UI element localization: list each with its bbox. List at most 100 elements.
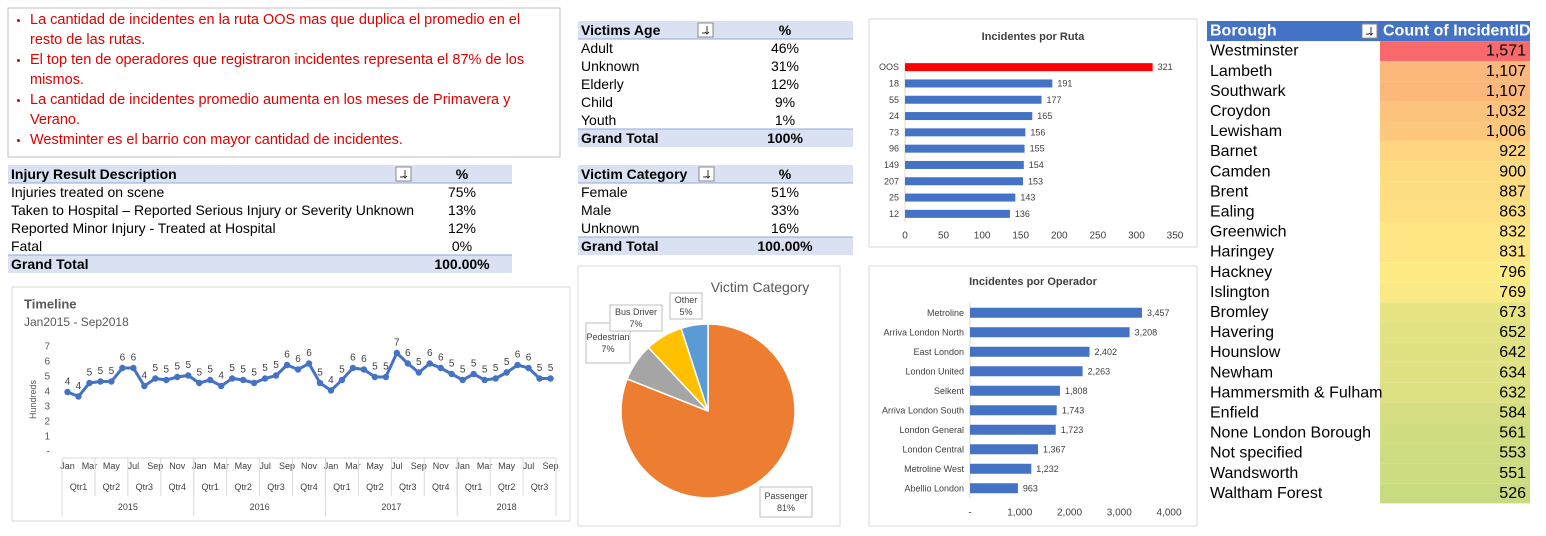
- x-tick-label: Nov: [169, 461, 186, 471]
- data-label: 5: [153, 363, 159, 374]
- heat-cell: [1380, 322, 1530, 343]
- point: [437, 364, 444, 372]
- point: [525, 364, 532, 372]
- category-label: 96: [889, 144, 899, 154]
- quarter-label: Qtr2: [103, 482, 121, 492]
- data-label: 5: [196, 368, 202, 379]
- borough-count: 1,006: [1486, 123, 1526, 140]
- data-label: 4: [328, 375, 334, 386]
- borough-count: 642: [1499, 344, 1526, 361]
- data-label: 5: [273, 360, 279, 371]
- slice-name: Other: [675, 295, 698, 305]
- x-tick-label: 300: [1128, 231, 1145, 242]
- bar: [970, 366, 1083, 377]
- table-cell: 16%: [771, 220, 799, 236]
- filter-icon: [703, 170, 711, 179]
- category-label: 207: [884, 176, 899, 186]
- year-label: 2018: [497, 502, 517, 512]
- x-tick-label: Jul: [523, 461, 535, 471]
- quarter-label: Qtr1: [70, 482, 88, 492]
- bar: [970, 424, 1056, 435]
- data-label: 6: [284, 350, 290, 361]
- borough-count: 584: [1499, 404, 1526, 421]
- x-tick-label: Nov: [433, 461, 450, 471]
- y-tick-label: 2: [44, 417, 50, 428]
- table-total: Grand Total: [581, 130, 659, 146]
- point: [360, 366, 368, 373]
- category-label: Selkent: [934, 386, 965, 396]
- point: [382, 373, 390, 381]
- heat-cell: [1380, 463, 1530, 484]
- filter-button[interactable]: [697, 22, 714, 38]
- x-tick-label: Mar: [213, 461, 229, 471]
- table-cell: 13%: [448, 202, 476, 218]
- data-label: 963: [1023, 483, 1038, 493]
- heat-cell: [1380, 61, 1530, 82]
- x-tick-label: Sep: [411, 461, 427, 471]
- borough-name: Hounslow: [1210, 344, 1281, 361]
- label-box: [609, 304, 663, 332]
- x-tick-label: Mar: [82, 461, 98, 471]
- category-label: London General: [899, 425, 964, 435]
- data-label: 5: [185, 360, 191, 371]
- y-tick-label: 1: [44, 432, 50, 443]
- table-header: Victims Age: [581, 22, 661, 38]
- point: [459, 376, 466, 384]
- data-label: 5: [383, 362, 389, 373]
- data-label: 153: [1028, 176, 1043, 186]
- x-tick-label: Jul: [391, 461, 403, 471]
- point: [130, 364, 137, 372]
- bar: [905, 63, 1153, 72]
- bar: [905, 112, 1033, 121]
- point: [338, 376, 346, 384]
- data-label: 1,232: [1036, 464, 1059, 474]
- filter-icon: [702, 26, 710, 35]
- notes-container: La cantidad de incidentes en la ruta OOS…: [12, 10, 556, 156]
- borough-name: Waltham Forest: [1210, 485, 1323, 502]
- x-tick-label: 3,000: [1107, 508, 1132, 519]
- filter-button[interactable]: [1361, 23, 1378, 39]
- category-label: East London: [913, 347, 964, 357]
- bar: [905, 160, 1024, 169]
- borough-count: 1,032: [1486, 103, 1526, 120]
- bar: [970, 463, 1032, 474]
- x-tick-label: 4,000: [1156, 508, 1181, 519]
- table-cell: 51%: [771, 184, 799, 200]
- slice-value: 5%: [679, 307, 692, 317]
- filter-button[interactable]: [698, 166, 715, 182]
- table-total: Grand Total: [11, 256, 89, 272]
- category-label: 25: [889, 193, 899, 203]
- filter-button[interactable]: [395, 166, 412, 182]
- bar: [905, 144, 1025, 153]
- borough-count: 673: [1499, 304, 1526, 321]
- data-label: 5: [460, 365, 466, 376]
- y-tick-label: 4: [44, 387, 50, 398]
- data-label: 5: [493, 363, 499, 374]
- data-label: 1,723: [1061, 425, 1084, 435]
- x-tick-label: Jul: [128, 461, 140, 471]
- borough-count: 887: [1499, 183, 1526, 200]
- quarter-label: Qtr4: [300, 482, 318, 492]
- data-label: 165: [1037, 111, 1052, 121]
- chart-title: Incidentes por Ruta: [982, 31, 1086, 43]
- x-tick-label: Nov: [301, 461, 318, 471]
- filter-icon: [1366, 27, 1374, 36]
- quarter-label: Qtr1: [333, 482, 351, 492]
- data-label: 6: [306, 348, 312, 359]
- point: [470, 370, 477, 378]
- note: Westminter es el barrio con mayor cantid…: [30, 130, 556, 150]
- table-cell: Adult: [581, 40, 613, 56]
- point: [119, 364, 126, 372]
- heat-cell: [1380, 362, 1530, 383]
- table-header: %: [779, 166, 792, 182]
- table-header: Borough: [1210, 23, 1277, 40]
- bar: [905, 177, 1024, 186]
- note: El top ten de operadores que registraron…: [30, 50, 556, 90]
- quarter-label: Qtr4: [169, 482, 187, 492]
- x-tick-label: Sep: [279, 461, 295, 471]
- heat-cell: [1380, 402, 1530, 423]
- data-label: 6: [361, 354, 367, 365]
- point: [97, 378, 104, 385]
- borough-name: Camden: [1210, 163, 1270, 180]
- point: [448, 370, 455, 378]
